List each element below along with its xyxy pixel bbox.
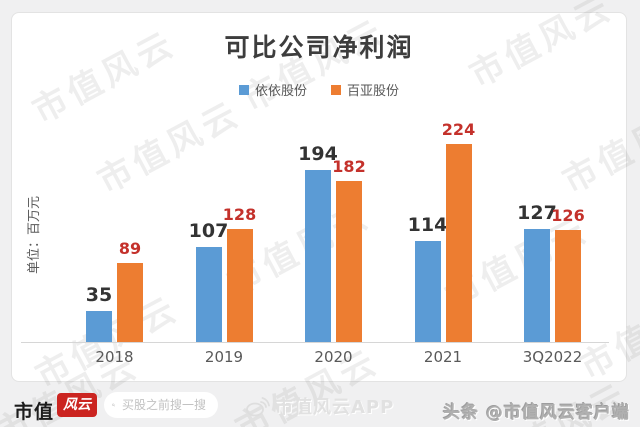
search-icon — [112, 403, 115, 407]
bar-value-label: 114 — [407, 214, 448, 236]
brand-logo-text: 市值 — [14, 401, 55, 423]
legend-swatch — [331, 84, 341, 95]
bar — [117, 263, 143, 342]
bar-value-label: 89 — [118, 239, 142, 258]
bar-value-label: 126 — [551, 206, 585, 225]
x-axis-category-label: 2019 — [204, 348, 244, 366]
bar-value-label: 107 — [188, 220, 229, 242]
weibo-app-label: 市值风云APP — [275, 397, 395, 418]
bar-group: 114 224 — [388, 120, 498, 342]
toutiao-handle: 头条 @市值风云客户端 — [443, 403, 630, 423]
search-input[interactable] — [120, 397, 210, 413]
bar — [226, 229, 253, 342]
legend-item: 依依股份 — [238, 80, 307, 99]
bar-value-label: 35 — [85, 284, 113, 306]
legend-swatch — [238, 84, 249, 95]
legend-label: 百亚股份 — [347, 84, 400, 99]
chart-area: 可比公司净利润 依依股份 百亚股份 单位：百万元 35 89 2018 107 128 20… — [11, 12, 627, 382]
x-axis-category-label: 2018 — [95, 348, 134, 366]
brand-logo-badge: 风云 — [57, 393, 97, 417]
bar — [555, 230, 581, 342]
x-axis-category-label: 3Q2022 — [522, 348, 583, 366]
legend-item: 百亚股份 — [331, 80, 399, 99]
legend-label: 依依股份 — [254, 84, 307, 99]
bar — [336, 181, 362, 342]
plot-area: 35 89 2018 107 128 2019 194 182 2020 114 224 2021 12… — [11, 12, 627, 382]
bar-value-label: 182 — [332, 157, 366, 176]
bar — [445, 144, 472, 342]
bar-value-label: 194 — [298, 143, 338, 165]
x-axis-category-label: 2020 — [314, 348, 353, 366]
bar-group: 194 182 — [279, 120, 389, 342]
bar — [86, 311, 112, 342]
bar — [305, 170, 331, 342]
x-axis-line — [21, 342, 609, 343]
x-axis-category-label: 2021 — [423, 348, 463, 366]
search-bar[interactable] — [104, 392, 218, 418]
chart-title: 可比公司净利润 — [224, 33, 414, 62]
chart-legend: 依依股份 百亚股份 — [11, 80, 627, 99]
weibo-app-promo: 市值风云APP — [246, 393, 394, 419]
bar-value-label: 224 — [441, 120, 476, 139]
footer-bar: 市值 风云 市值风云APP 头条 @市值风云客户端 — [0, 382, 640, 427]
bar-value-label: 128 — [222, 205, 257, 224]
weibo-icon — [246, 397, 270, 417]
bar-group: 107 128 — [169, 120, 279, 342]
bar — [414, 241, 441, 342]
bar-group: 35 89 — [60, 120, 170, 342]
bar — [195, 247, 222, 342]
bar-value-label: 127 — [517, 202, 557, 224]
bar-group: 127 126 — [498, 120, 608, 342]
bar — [524, 229, 550, 342]
